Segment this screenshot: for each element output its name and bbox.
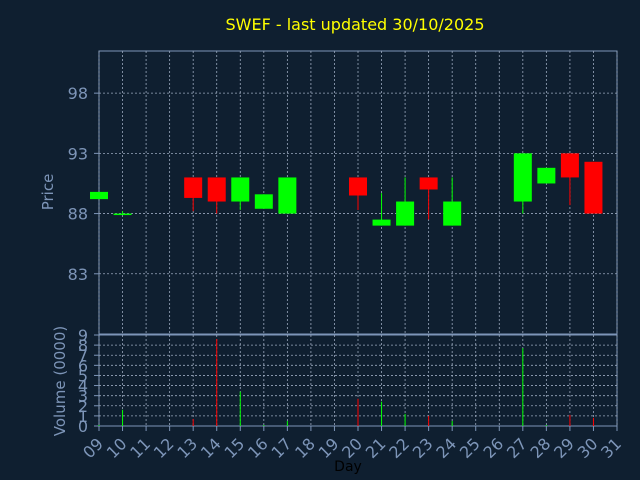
candle-body (419, 177, 438, 190)
volume-tick-label: 1 (78, 407, 88, 426)
price-tick-label: 98 (68, 84, 88, 103)
candle-body (231, 177, 250, 202)
candle-body (254, 194, 273, 209)
volume-tick-label: 0 (78, 417, 88, 436)
x-axis-label: Day (334, 459, 362, 475)
price-axis-label: Price (39, 174, 57, 211)
volume-tick-label: 3 (78, 387, 88, 406)
volume-tick-label: 2 (78, 397, 88, 416)
candle-body (184, 177, 203, 198)
candle-body (560, 153, 579, 178)
volume-tick-label: 8 (78, 336, 88, 355)
volume-tick-label: 9 (78, 326, 88, 345)
volume-tick-label: 7 (78, 346, 88, 365)
candle-body (513, 153, 532, 202)
price-tick-label: 83 (68, 265, 88, 284)
candle-body (537, 167, 556, 184)
price-tick-label: 93 (68, 144, 88, 163)
candle-body (396, 201, 415, 226)
volume-tick-label: 4 (78, 377, 88, 396)
candle-body (207, 177, 226, 202)
chart-title: SWEF - last updated 30/10/2025 (225, 15, 484, 34)
candle-body (90, 191, 108, 200)
candle-body (113, 213, 132, 216)
candle-body (278, 177, 297, 214)
candle-body (372, 219, 391, 226)
candle-body (584, 161, 603, 214)
volume-axis-label: Volume (0000) (51, 326, 69, 436)
price-tick-label: 88 (68, 205, 88, 224)
x-tick-label: 31 (597, 434, 625, 462)
volume-tick-label: 5 (78, 366, 88, 385)
volume-tick-label: 6 (78, 356, 88, 375)
candle-body (349, 177, 367, 196)
candle-body (443, 201, 462, 226)
